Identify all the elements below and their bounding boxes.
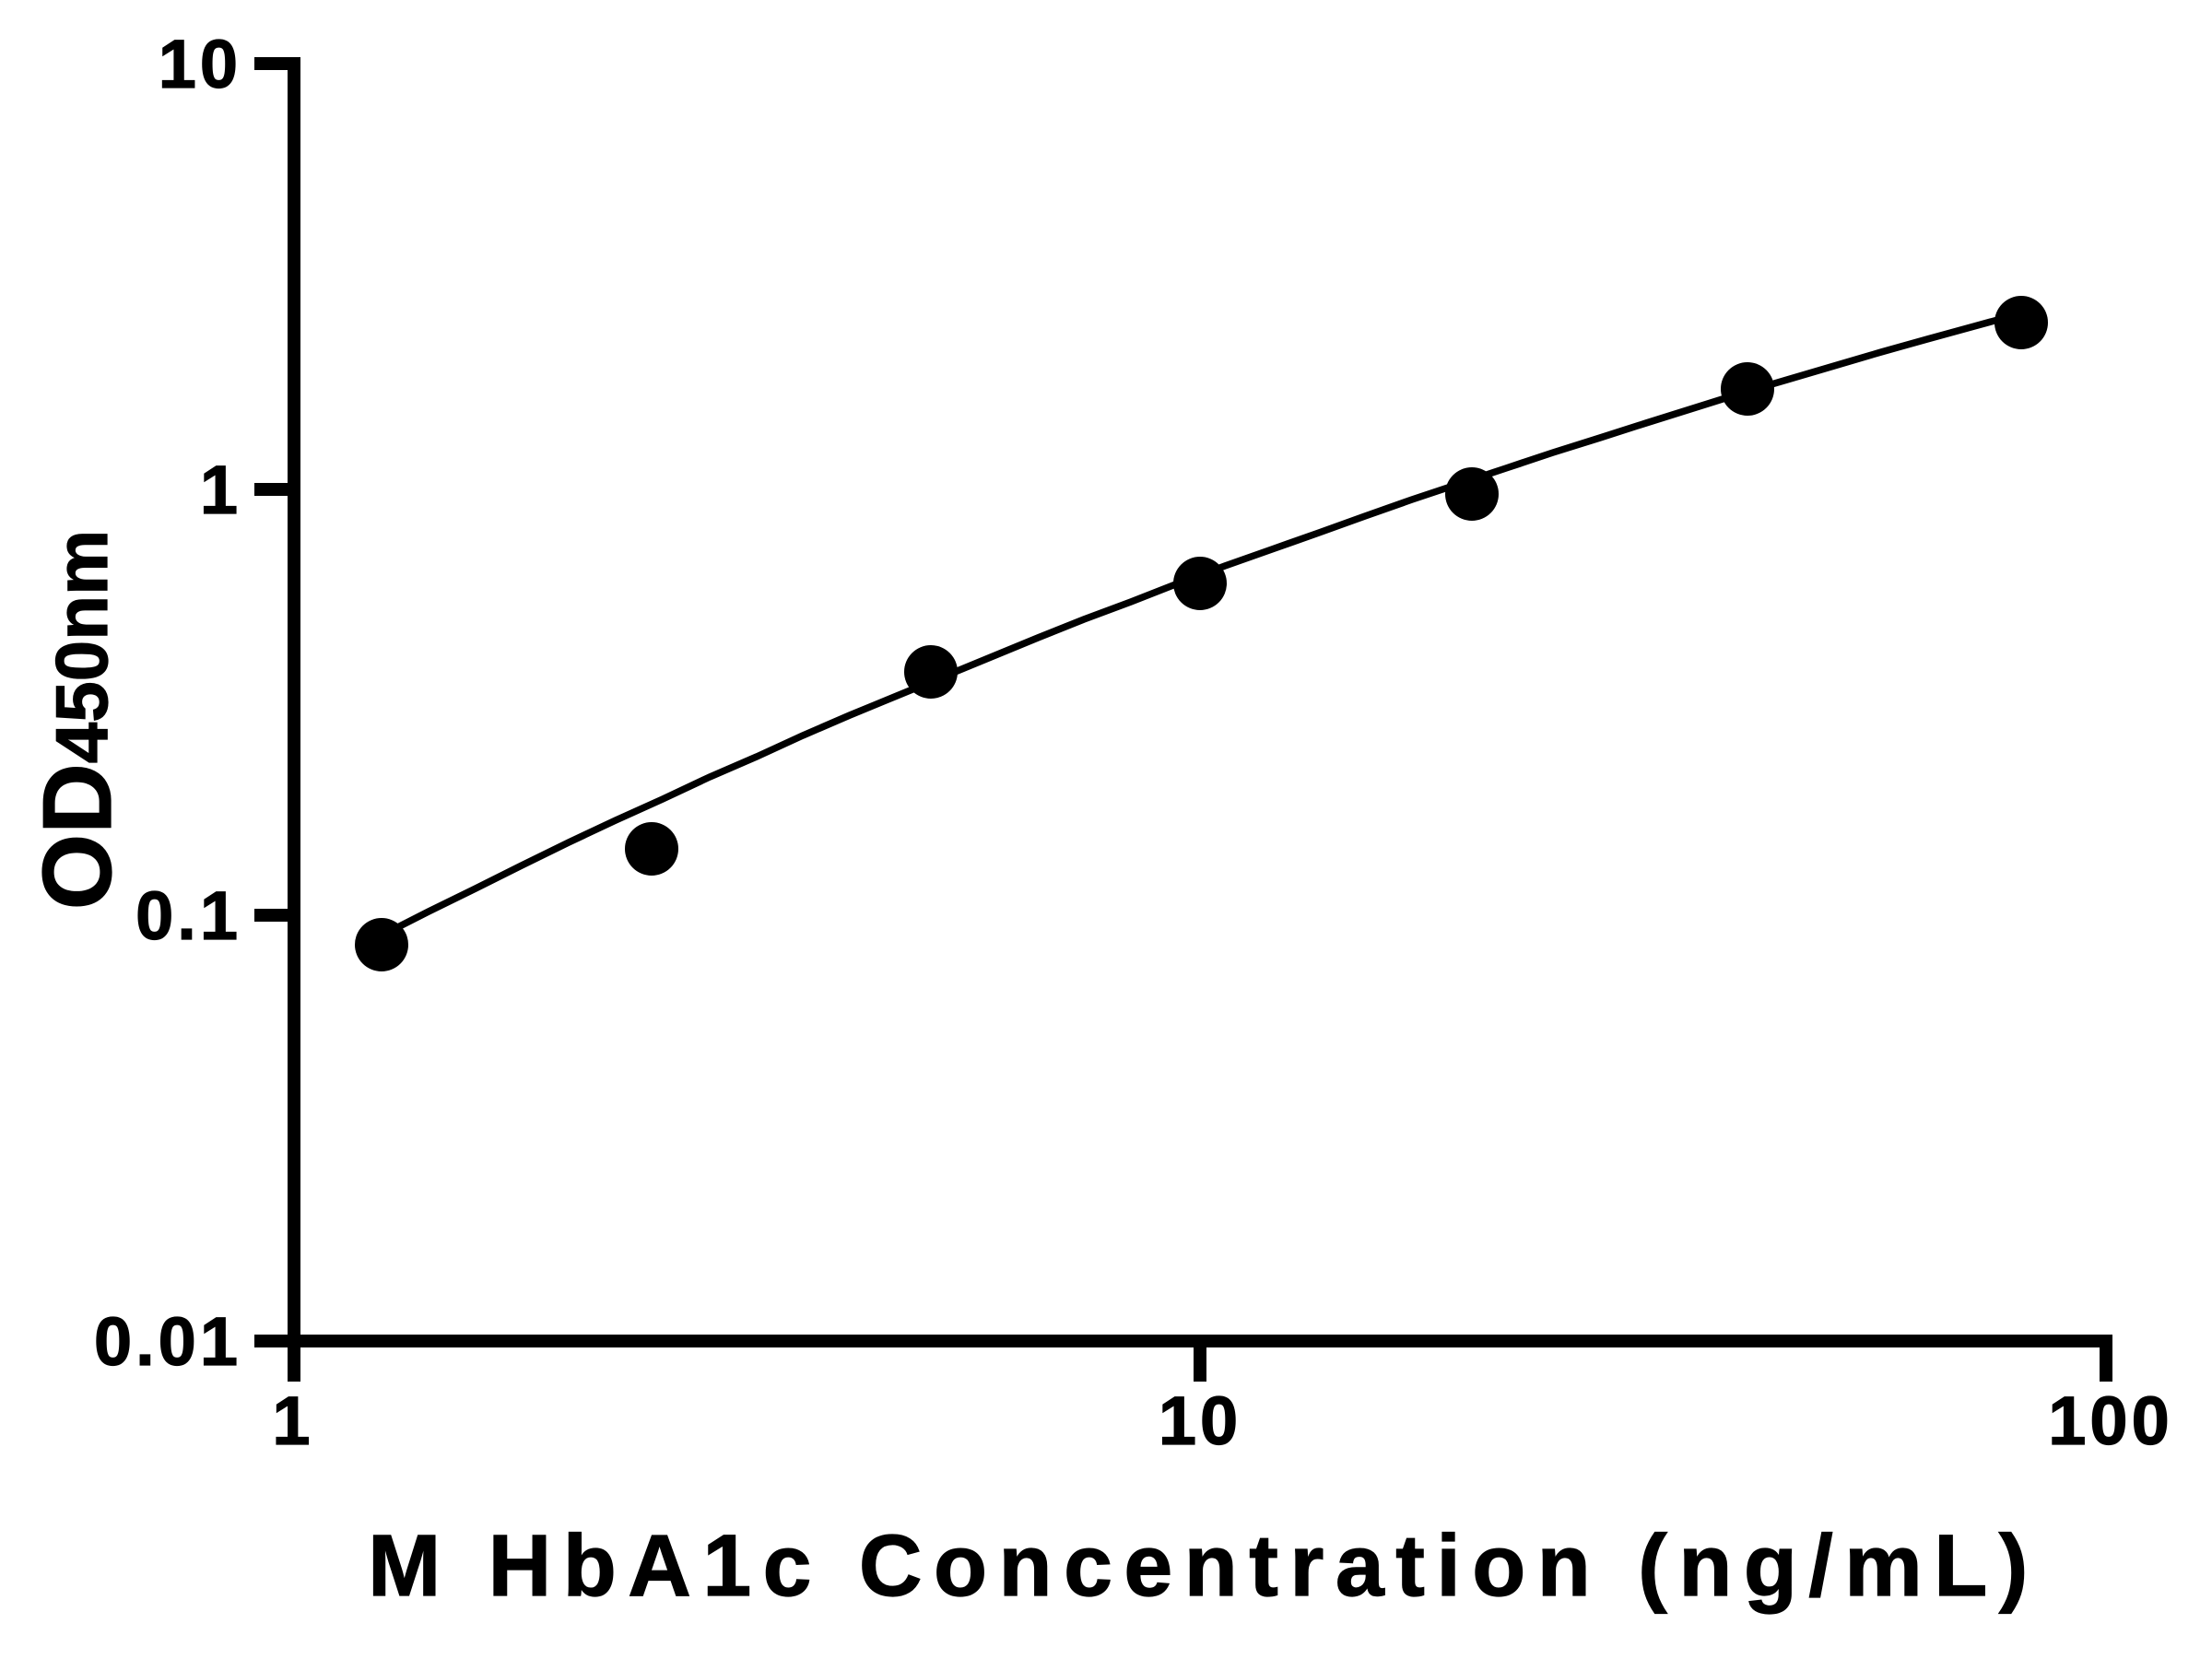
svg-text:M HbA1c Concentration (ng/mL): M HbA1c Concentration (ng/mL) [368,1517,2040,1615]
svg-text:1: 1 [200,452,241,528]
svg-text:0.1: 0.1 [135,877,241,954]
svg-text:OD450nm: OD450nm [23,530,132,910]
svg-text:0.01: 0.01 [94,1303,241,1380]
svg-text:10: 10 [1159,1382,1241,1459]
svg-text:1: 1 [272,1382,313,1459]
svg-text:10: 10 [159,26,241,102]
svg-text:100: 100 [2048,1382,2172,1459]
